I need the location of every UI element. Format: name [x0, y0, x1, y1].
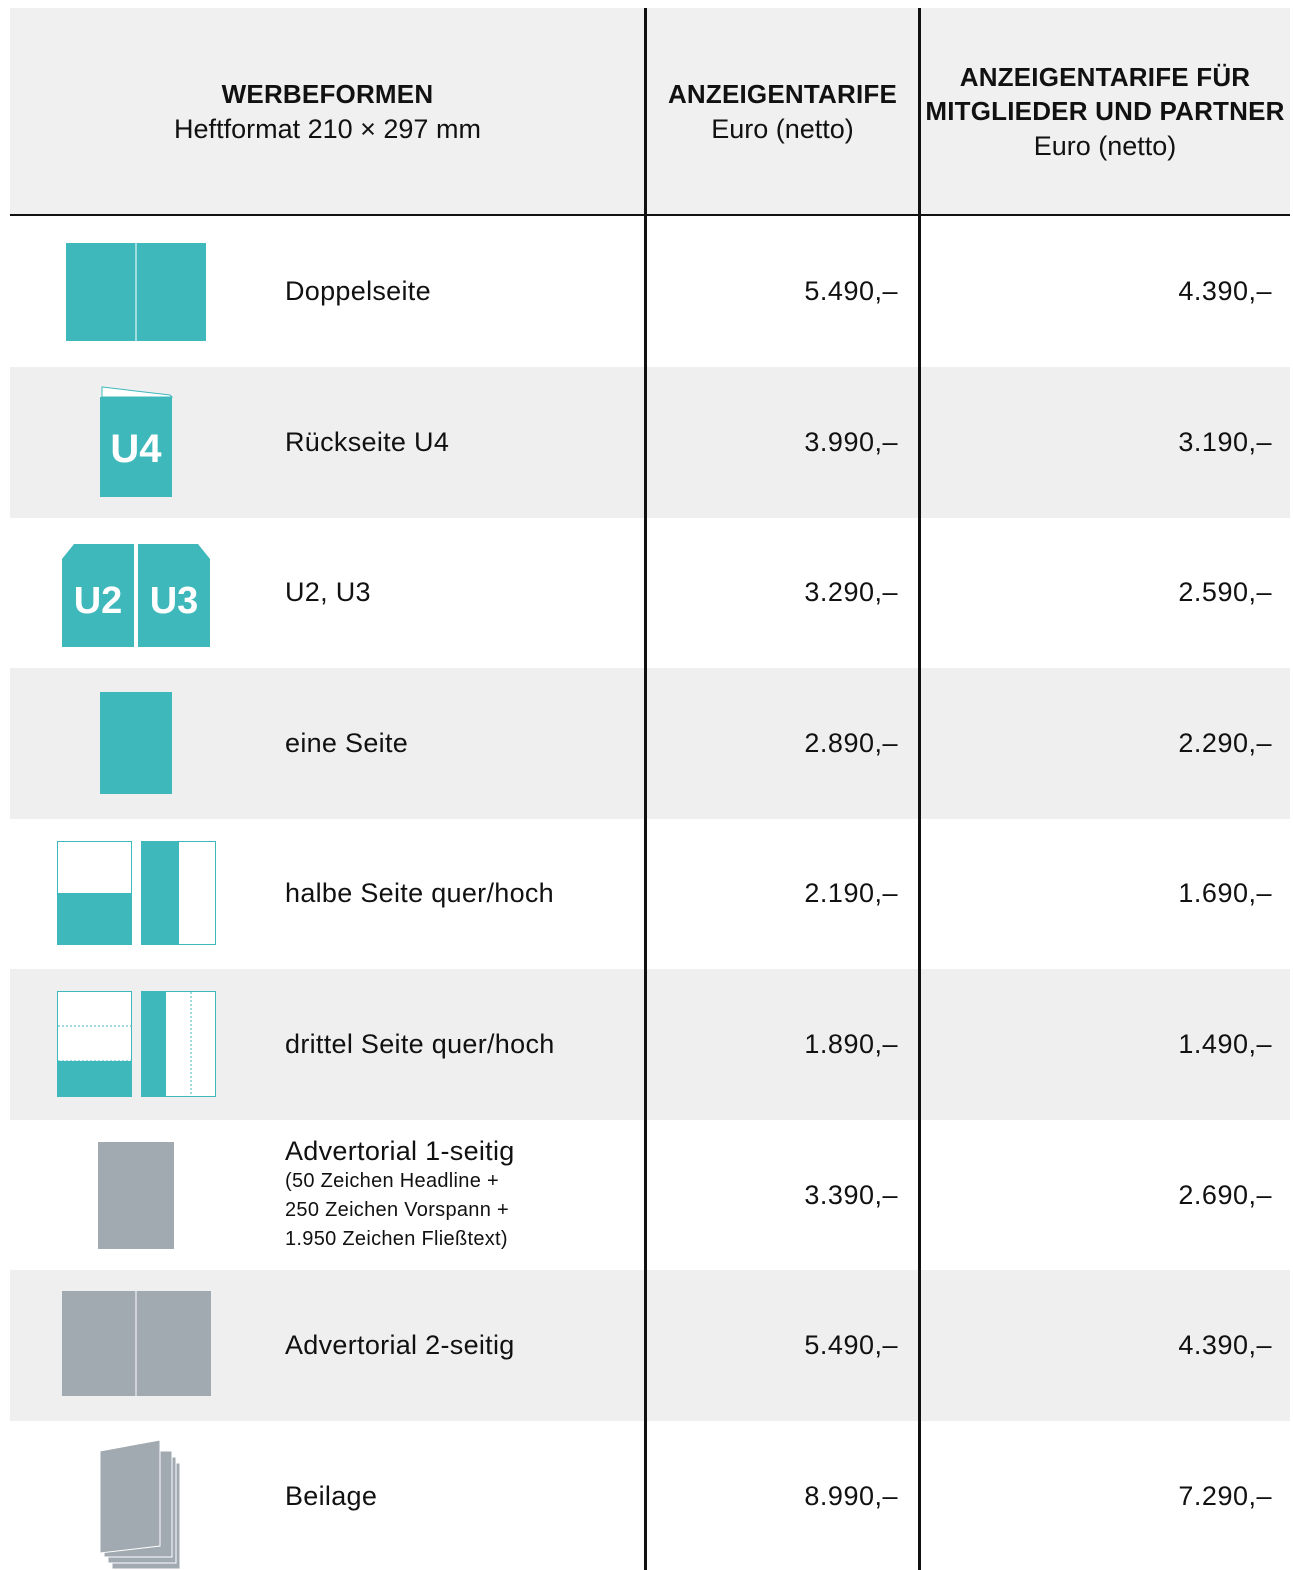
price: 5.490,–	[804, 276, 898, 306]
header-cell: ANZEIGENTARIFE FÜR MITGLIEDER UND PARTNER…	[920, 8, 1290, 215]
price: 2.890,–	[804, 727, 898, 758]
table-row: Advertorial 1-seitig (50 Zeichen Headline…	[10, 1120, 1290, 1271]
member-price: 4.390,–	[1178, 276, 1272, 306]
header-subtitle: Heftformat 210 × 297 mm	[174, 113, 481, 144]
icon-shape	[100, 691, 172, 794]
row-label-cell: drittel Seite quer/hoch	[285, 969, 555, 1120]
member-price: 4.390,–	[1178, 1330, 1272, 1361]
icon-shape	[100, 396, 172, 497]
row-label-cell: eine Seite	[285, 668, 408, 819]
row-label-cell: Rückseite U4	[285, 367, 449, 518]
price: 1.890,–	[804, 1029, 898, 1059]
row-label: U2, U3	[285, 577, 371, 608]
row-label-cell: U2, U3	[285, 517, 371, 668]
row-label-cell: Advertorial 2-seitig	[285, 1270, 515, 1421]
row-icon: U2 U3	[62, 544, 210, 648]
icon-label: U3	[150, 580, 199, 622]
row-icon	[57, 841, 216, 946]
header-rule	[10, 214, 1290, 216]
row-icon: U4	[100, 386, 174, 497]
member-price: 7.290,–	[1178, 1480, 1272, 1511]
row-label: Beilage	[285, 1480, 378, 1511]
header-title: ANZEIGENTARIFE	[667, 78, 898, 109]
row-icon	[62, 1291, 211, 1397]
row-label-cell: Doppelseite	[285, 216, 431, 367]
row-label: drittel Seite quer/hoch	[285, 1029, 555, 1059]
price: 5.490,–	[804, 1330, 898, 1361]
header-title: MITGLIEDER UND PARTNER	[925, 95, 1285, 126]
row-note: 1.950 Zeichen Fließtext)	[285, 1228, 508, 1251]
price: 3.390,–	[804, 1179, 898, 1210]
header-title: ANZEIGENTARIFE FÜR	[959, 61, 1251, 92]
row-label: Rückseite U4	[285, 426, 450, 457]
column-divider	[918, 8, 921, 1570]
row-icon	[100, 691, 172, 794]
price: 3.990,–	[804, 426, 898, 457]
price: 2.190,–	[804, 878, 898, 909]
header-cell: ANZEIGENTARIFE Euro (netto)	[645, 8, 920, 215]
member-price: 2.690,–	[1178, 1179, 1272, 1210]
row-icon	[98, 1141, 174, 1249]
table-row: eine Seite 2.890,– 2.290,–	[10, 667, 1290, 819]
row-icon	[57, 991, 216, 1097]
icon-label: U2	[74, 580, 123, 622]
table-row: U2 U3 U2, U3 3.290,– 2.590,–	[10, 517, 1290, 668]
table-row: halbe Seite quer/hoch 2.190,– 1.690,–	[10, 818, 1290, 969]
row-label: eine Seite	[285, 727, 409, 758]
price: 8.990,–	[804, 1480, 898, 1511]
icon-page	[62, 544, 134, 648]
icon-shape	[57, 893, 132, 946]
member-price: 1.490,–	[1178, 1029, 1272, 1059]
icon-page	[99, 1439, 161, 1554]
icon-page	[138, 544, 210, 648]
member-price: 3.190,–	[1178, 426, 1272, 457]
member-price: 2.290,–	[1178, 727, 1272, 758]
header-subtitle: Euro (netto)	[1033, 130, 1177, 161]
table-row: Advertorial 2-seitig 5.490,– 4.390,–	[10, 1270, 1290, 1422]
header-title: WERBEFORMEN	[221, 78, 434, 109]
header-subtitle: Euro (netto)	[711, 113, 854, 144]
row-note: 250 Zeichen Vorspann +	[285, 1199, 509, 1222]
price: 3.290,–	[804, 577, 898, 608]
column-divider	[644, 8, 647, 1570]
row-icon	[66, 243, 206, 341]
icon-shape	[141, 841, 179, 946]
header-background	[10, 8, 1290, 215]
table-row: Doppelseite 5.490,– 4.390,–	[10, 216, 1290, 367]
row-label-cell: halbe Seite quer/hoch	[285, 818, 554, 969]
table-row: Beilage 8.990,– 7.290,–	[10, 1421, 1290, 1570]
table-row: drittel Seite quer/hoch 1.890,– 1.490,–	[10, 969, 1290, 1120]
table-row: U4 Rückseite U4 3.990,– 3.190,–	[10, 366, 1290, 518]
icon-shape	[141, 991, 166, 1097]
icon-flap	[101, 386, 174, 398]
row-note: (50 Zeichen Headline +	[285, 1170, 499, 1193]
header-cell: WERBEFORMEN Heftformat 210 × 297 mm	[10, 8, 645, 215]
member-price: 1.690,–	[1178, 878, 1272, 909]
icon-shape	[98, 1141, 174, 1249]
icon-shape	[57, 1061, 132, 1097]
row-icon	[99, 1439, 181, 1570]
row-label: Advertorial 1-seitig	[285, 1136, 515, 1167]
row-label: Advertorial 2-seitig	[285, 1330, 515, 1361]
icon-label: U4	[110, 427, 162, 471]
row-label-cell: Beilage	[285, 1421, 377, 1570]
member-price: 2.590,–	[1178, 577, 1272, 608]
row-label-cell: Advertorial 1-seitig (50 Zeichen Headline…	[285, 1120, 515, 1271]
row-label: halbe Seite quer/hoch	[285, 878, 554, 909]
row-label: Doppelseite	[285, 276, 431, 306]
